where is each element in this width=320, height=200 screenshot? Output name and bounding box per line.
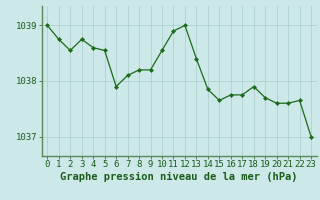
X-axis label: Graphe pression niveau de la mer (hPa): Graphe pression niveau de la mer (hPa) — [60, 172, 298, 182]
